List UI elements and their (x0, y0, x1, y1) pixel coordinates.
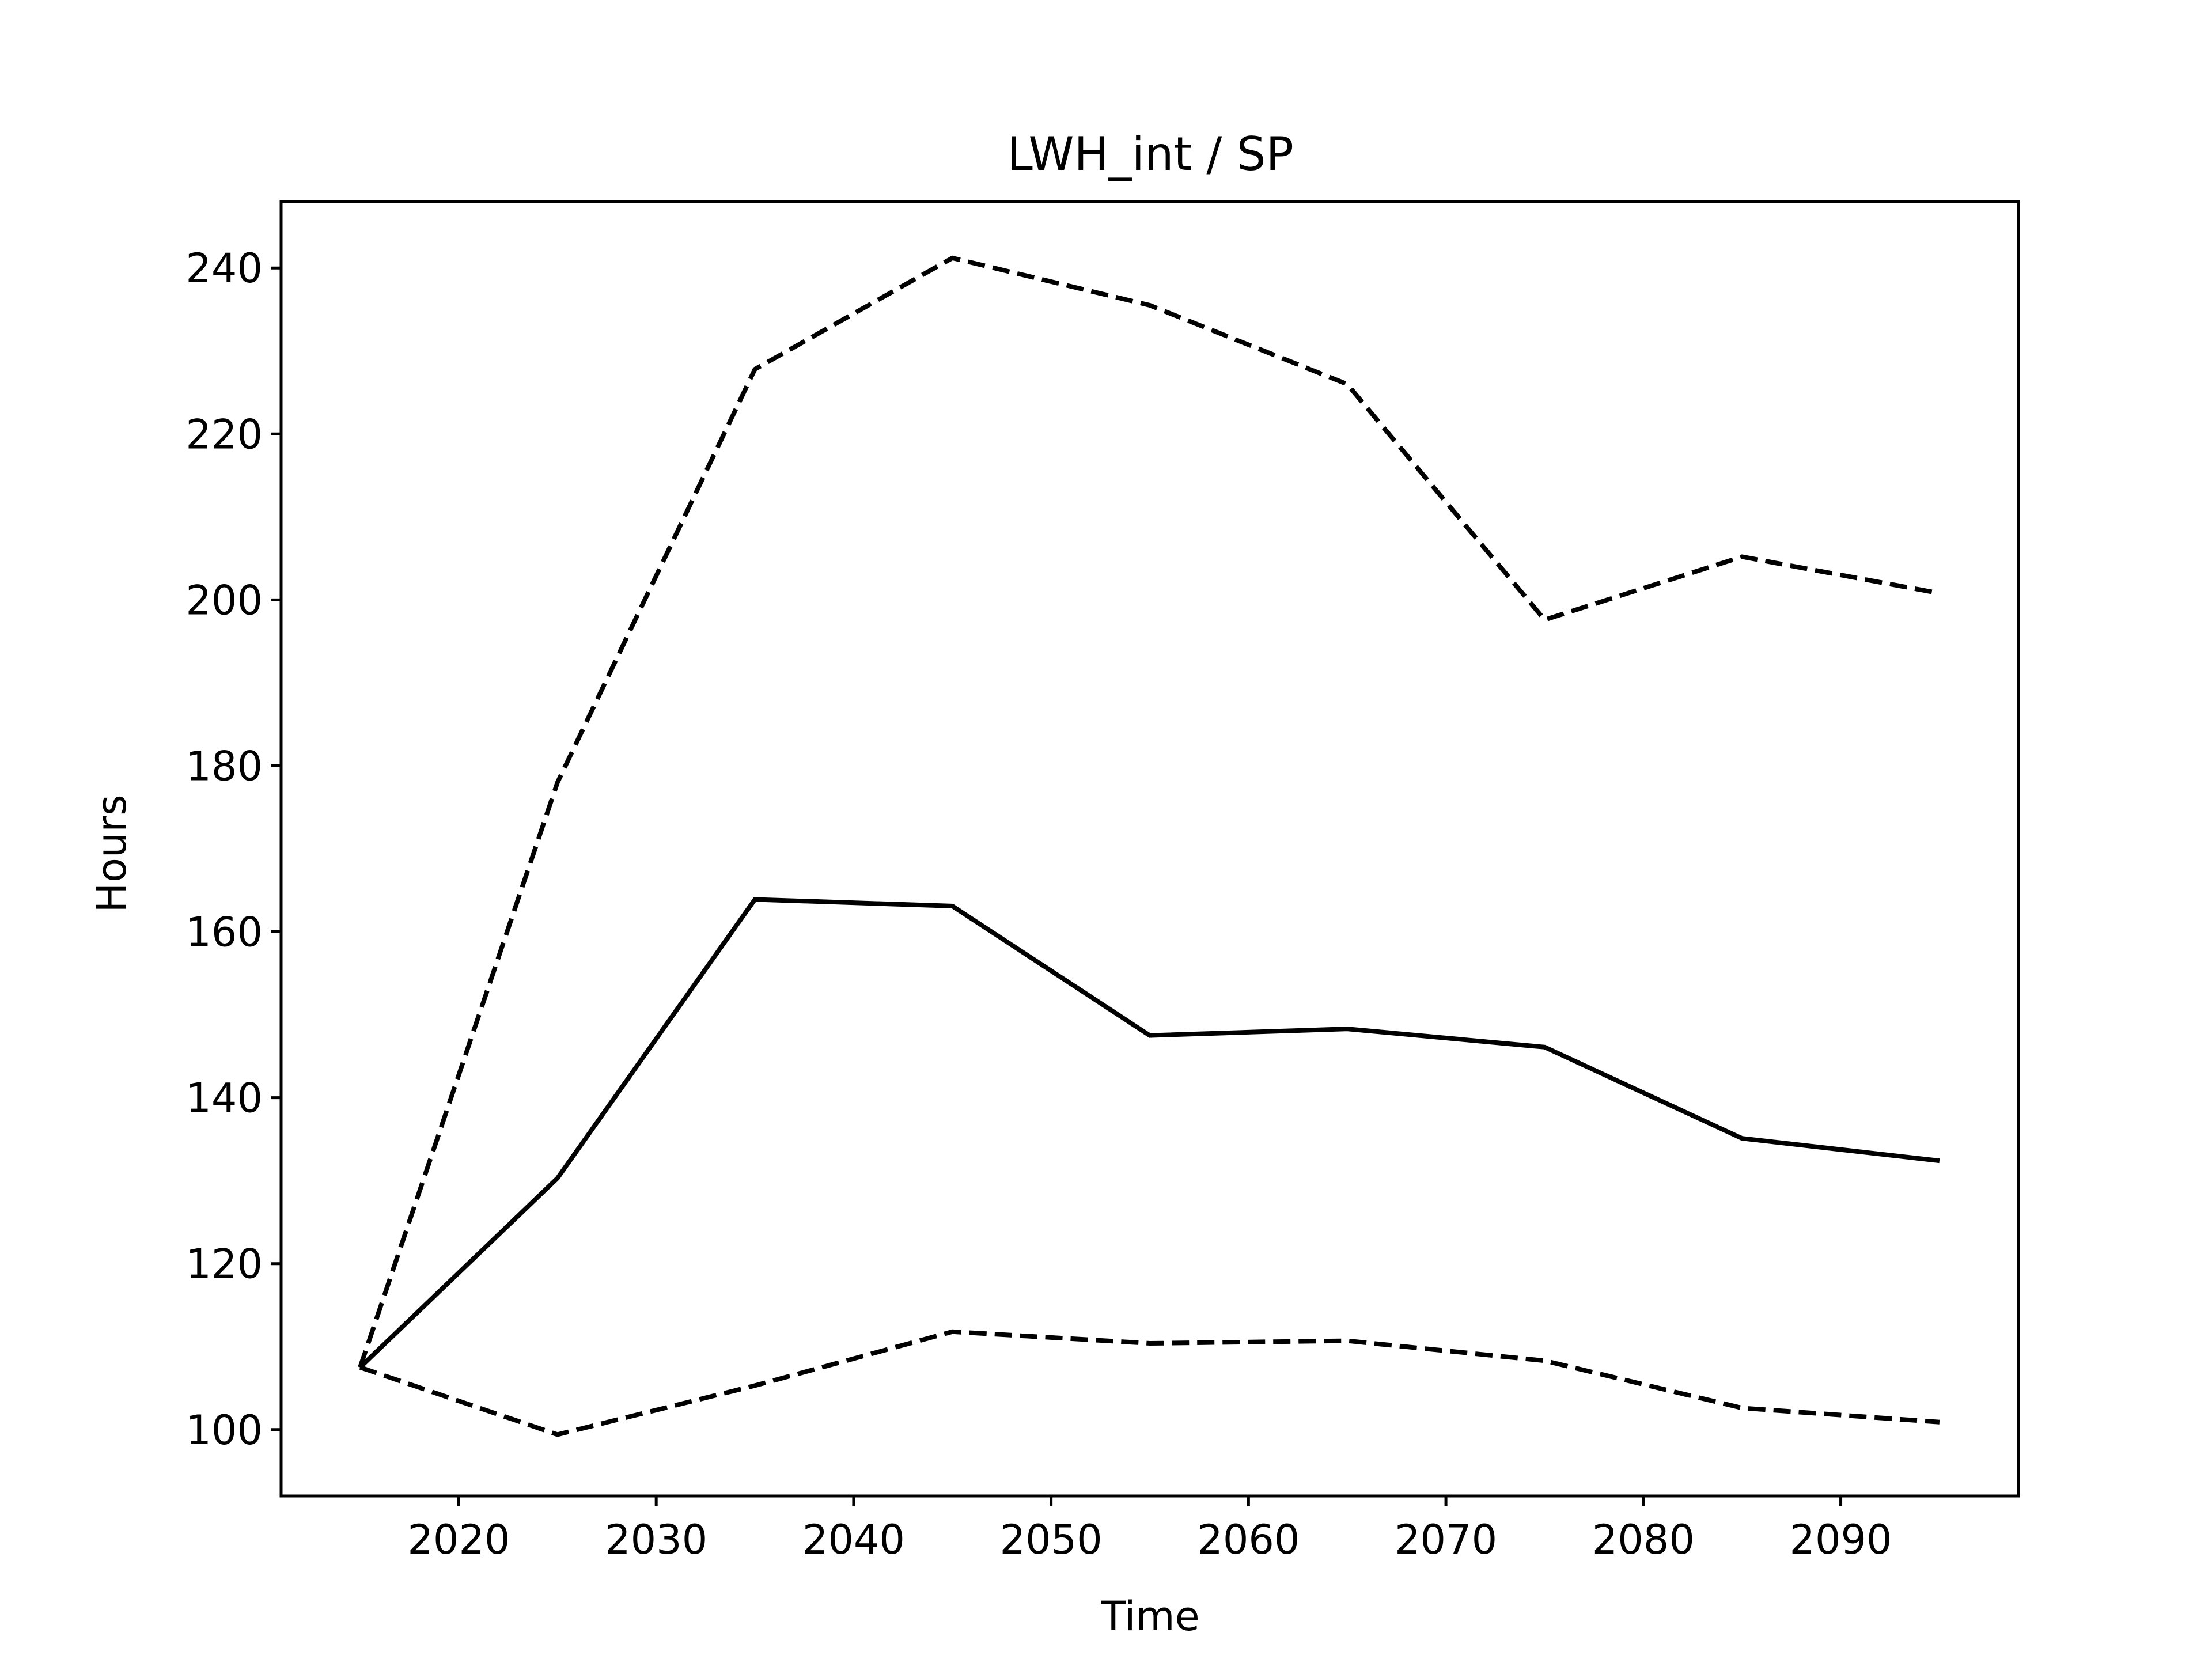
series-3-dashed-line (359, 1329, 1940, 1437)
y-tick-label: 140 (185, 1075, 263, 1122)
y-tick-label: 100 (185, 1407, 263, 1454)
plot-area (358, 255, 1940, 1437)
x-tick-label: 2080 (1592, 1516, 1695, 1563)
x-tick-label: 2090 (1789, 1516, 1892, 1563)
x-tick-label: 2030 (605, 1516, 707, 1563)
axes: 2020 2030 2040 2050 2060 2070 2080 2090 100 120 14… (185, 245, 1892, 1563)
y-tick-label: 160 (185, 909, 263, 956)
x-tick-label: 2050 (1000, 1516, 1103, 1563)
x-tick-label: 2060 (1197, 1516, 1300, 1563)
y-tick-label: 120 (185, 1241, 263, 1288)
x-tick-label: 2040 (802, 1516, 905, 1563)
y-tick-label: 220 (185, 411, 263, 458)
series-2-dashed-line (358, 255, 1940, 1368)
y-tick-label: 200 (185, 577, 263, 624)
x-tick-label: 2070 (1395, 1516, 1497, 1563)
chart-title: LWH_int / SP (1007, 127, 1294, 181)
y-tick-label: 180 (185, 743, 263, 790)
x-tick-label: 2020 (407, 1516, 510, 1563)
series-1-solid-line (358, 897, 1940, 1369)
x-axis-label: Time (1100, 1593, 1199, 1640)
y-tick-label: 240 (185, 245, 263, 292)
plot-frame (279, 200, 2020, 1498)
y-axis-label: Hours (88, 794, 135, 912)
